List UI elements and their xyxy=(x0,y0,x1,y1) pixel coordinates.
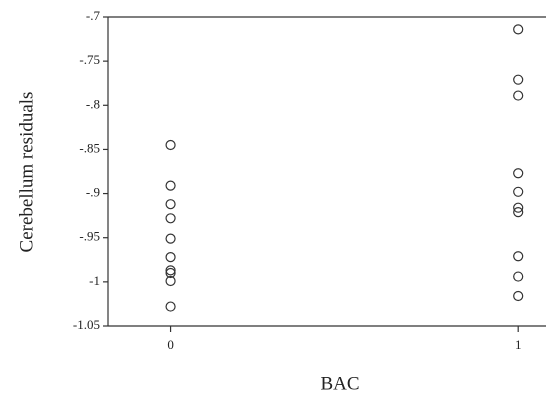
point xyxy=(513,202,524,213)
y-tick-label: -.7 xyxy=(86,8,101,23)
point xyxy=(165,265,176,276)
point xyxy=(165,180,176,191)
point xyxy=(165,275,176,287)
point xyxy=(513,90,524,101)
y-tick-label: -.85 xyxy=(79,140,100,155)
y-tick-label: -1.05 xyxy=(73,317,100,332)
point xyxy=(165,213,176,224)
y-tick-label: -.95 xyxy=(79,229,100,244)
point xyxy=(513,74,524,85)
point xyxy=(513,271,524,282)
point xyxy=(165,199,176,210)
point xyxy=(513,186,524,197)
point xyxy=(165,267,176,279)
point xyxy=(513,24,524,35)
point xyxy=(165,233,176,244)
x-axis-label: BAC xyxy=(320,373,359,394)
point xyxy=(165,139,176,151)
point xyxy=(513,207,524,218)
point xyxy=(513,168,524,179)
y-tick-label: -.8 xyxy=(86,96,100,111)
x-tick-label: 1 xyxy=(515,337,522,352)
point xyxy=(513,290,524,302)
y-tick-label: -.9 xyxy=(86,185,100,200)
y-tick-label: -1 xyxy=(89,273,100,288)
point xyxy=(165,252,176,263)
point xyxy=(513,251,524,262)
point xyxy=(165,301,176,312)
x-tick-label: 0 xyxy=(167,337,174,352)
y-tick-label: -.75 xyxy=(79,52,100,67)
y-axis-label: Cerebellum residuals xyxy=(16,92,37,253)
